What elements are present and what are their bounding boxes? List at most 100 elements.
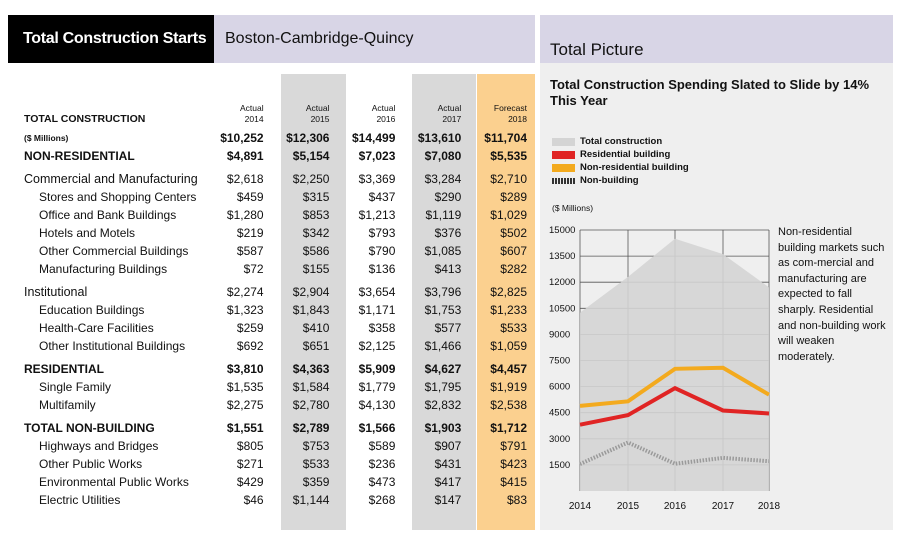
row-label: Manufacturing Buildings bbox=[39, 262, 168, 276]
table-cell: $1,029 bbox=[490, 208, 527, 222]
row-label: Highways and Bridges bbox=[39, 439, 159, 453]
table-cell: $3,810 bbox=[226, 362, 264, 376]
legend-swatch bbox=[552, 163, 575, 172]
table-cell: $2,825 bbox=[490, 285, 527, 299]
table-cell: $259 bbox=[236, 321, 264, 335]
table-cell: $268 bbox=[368, 493, 396, 507]
row-label: Electric Utilities bbox=[39, 493, 121, 507]
table-cell: $3,369 bbox=[358, 172, 396, 186]
col-shade-2018 bbox=[477, 74, 535, 530]
spending-chart: 1500 3000 4500 6000 7500 9000 10500 12000 13500 1… bbox=[549, 225, 781, 512]
table-cell: $4,363 bbox=[292, 362, 330, 376]
residential-line bbox=[579, 385, 770, 427]
table-cell: $1,843 bbox=[292, 303, 330, 317]
table-cell: $14,499 bbox=[351, 131, 396, 145]
table-cell: $2,274 bbox=[226, 285, 264, 299]
row-label: ($ Millions) bbox=[24, 133, 69, 143]
table-row: Other Commercial Buildings $587 $586 $790 $1… bbox=[8, 242, 535, 260]
table-cell: $2,904 bbox=[292, 285, 330, 299]
table-cell: $1,566 bbox=[358, 421, 396, 435]
table-cell: $1,323 bbox=[226, 303, 264, 317]
row-label: Single Family bbox=[39, 380, 112, 394]
table-cell: $791 bbox=[500, 439, 527, 453]
legend-label: Non-building bbox=[580, 175, 639, 186]
chart-legend: Total construction Residential building No… bbox=[552, 135, 689, 187]
table-cell: $3,796 bbox=[424, 285, 462, 299]
table-row: Other Institutional Buildings $692 $651 $2,… bbox=[8, 337, 535, 355]
table-cell: $753 bbox=[302, 439, 330, 453]
table-cell: $587 bbox=[236, 244, 264, 258]
table-cell: $3,284 bbox=[424, 172, 462, 186]
table-cell: $2,125 bbox=[358, 339, 396, 353]
column-year: 2017 bbox=[442, 114, 462, 124]
col-shade-2017 bbox=[412, 74, 476, 530]
table-cell: $413 bbox=[434, 262, 462, 276]
table-cell: $315 bbox=[302, 190, 330, 204]
table-cell: $12,306 bbox=[286, 131, 330, 145]
table-cell: $577 bbox=[434, 321, 462, 335]
row-label: Office and Bank Buildings bbox=[39, 208, 177, 222]
table-cell: $271 bbox=[236, 457, 264, 471]
table-cell: $607 bbox=[500, 244, 527, 258]
table-row: Highways and Bridges $805 $753 $589 $907 $791 bbox=[8, 437, 535, 455]
table-cell: $7,023 bbox=[358, 149, 396, 163]
table-cell: $2,275 bbox=[226, 398, 264, 412]
table-cell: $431 bbox=[434, 457, 462, 471]
row-label: Stores and Shopping Centers bbox=[39, 190, 197, 204]
table-cell: $692 bbox=[236, 339, 264, 353]
table-row: Single Family $1,535 $1,584 $1,779 $1,795 $1,… bbox=[8, 378, 535, 396]
table-cell: $13,610 bbox=[417, 131, 462, 145]
table-row: Stores and Shopping Centers $459 $315 $437 $… bbox=[8, 188, 535, 206]
table-cell: $1,171 bbox=[358, 303, 396, 317]
y-units-label: ($ Millions) bbox=[552, 203, 594, 213]
table-cell: $437 bbox=[368, 190, 396, 204]
table-cell: $1,144 bbox=[292, 493, 330, 507]
y-tick-label: 6000 bbox=[549, 382, 570, 393]
table-cell: $586 bbox=[302, 244, 330, 258]
column-header: Actual 2017 bbox=[403, 79, 469, 129]
table-row: Education Buildings $1,323 $1,843 $1,171 $1,… bbox=[8, 301, 535, 319]
table-row: Manufacturing Buildings $72 $155 $136 $413 $2… bbox=[8, 260, 535, 278]
row-label: Hotels and Motels bbox=[39, 226, 136, 240]
row-label: Environmental Public Works bbox=[39, 475, 189, 489]
row-label: NON-RESIDENTIAL bbox=[24, 149, 135, 163]
x-tick-label: 2015 bbox=[617, 501, 640, 512]
panel-title: Total Construction Starts bbox=[8, 15, 214, 63]
table-cell: $415 bbox=[500, 475, 527, 489]
table-cell: $155 bbox=[302, 262, 330, 276]
column-kind: Actual bbox=[239, 103, 264, 113]
table-cell: $1,466 bbox=[424, 339, 462, 353]
row-label: RESIDENTIAL bbox=[24, 362, 105, 376]
panel-header: Total Picture bbox=[540, 15, 893, 63]
total-construction-area bbox=[580, 238, 769, 491]
col-shade-2015 bbox=[281, 74, 346, 530]
table-cell: $2,780 bbox=[292, 398, 330, 412]
row-label: Multifamily bbox=[39, 398, 96, 412]
legend-entry: Non-residential building bbox=[552, 161, 689, 174]
column-year: 2014 bbox=[244, 114, 264, 124]
table-cell: $289 bbox=[500, 190, 527, 204]
table-cell: $589 bbox=[368, 439, 396, 453]
table-cell: $83 bbox=[506, 493, 527, 507]
table-cell: $1,753 bbox=[424, 303, 462, 317]
legend-swatch bbox=[552, 150, 575, 159]
table-cell: $236 bbox=[368, 457, 396, 471]
table-row: Electric Utilities $46 $1,144 $268 $147 $83 bbox=[8, 491, 535, 509]
table-cell: $473 bbox=[368, 475, 396, 489]
table-cell: $1,712 bbox=[490, 421, 527, 435]
table-row: Environmental Public Works $429 $359 $473 $4… bbox=[8, 473, 535, 491]
table-cell: $3,654 bbox=[358, 285, 396, 299]
table-cell: $359 bbox=[302, 475, 330, 489]
row-label: Health-Care Facilities bbox=[39, 321, 154, 335]
table-cell: $136 bbox=[368, 262, 396, 276]
table-cell: $376 bbox=[434, 226, 462, 240]
table-cell: $907 bbox=[434, 439, 462, 453]
chart-title: Total Construction Spending Slated to Sl… bbox=[550, 77, 870, 108]
table-cell: $853 bbox=[302, 208, 330, 222]
x-tick-label: 2014 bbox=[569, 501, 592, 512]
table-cell: $1,233 bbox=[490, 303, 527, 317]
table-cell: $2,538 bbox=[490, 398, 527, 412]
table-row: RESIDENTIAL $3,810 $4,363 $5,909 $4,627 $4,45… bbox=[8, 355, 535, 378]
table-cell: $1,119 bbox=[425, 208, 462, 222]
table-cell: $423 bbox=[500, 457, 527, 471]
